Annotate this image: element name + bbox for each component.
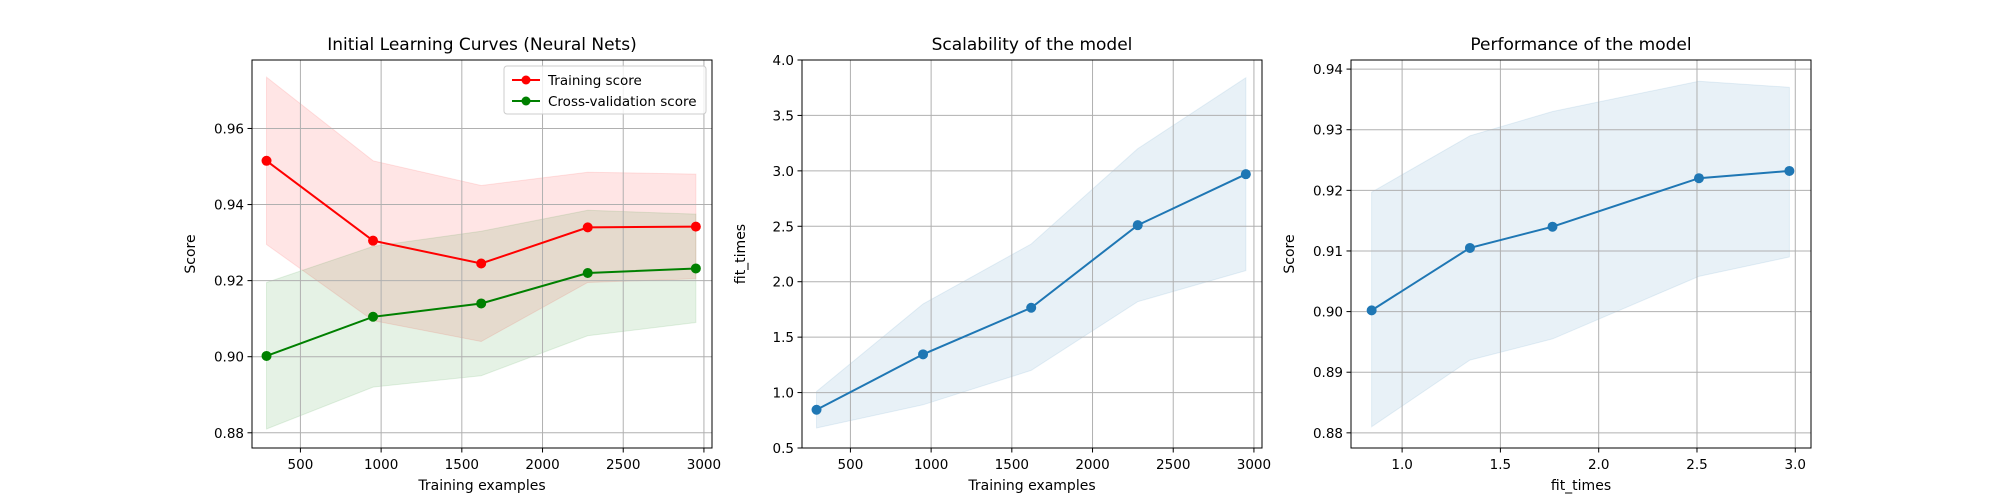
x-tick-label: 1500 (995, 457, 1029, 473)
x-tick-label: 3.0 (1785, 457, 1806, 473)
y-tick-label: 0.93 (1313, 123, 1343, 139)
y-tick-label: 0.88 (1313, 426, 1343, 442)
data-point (476, 258, 487, 269)
x-axis-label: Training examples (967, 478, 1095, 494)
data-point (690, 221, 701, 232)
y-tick-label: 0.89 (1313, 365, 1343, 381)
legend-marker-cross-validation (521, 96, 531, 106)
x-tick-label: 2000 (1075, 457, 1109, 473)
panel-scalability: 500 1000 1500 2000 2500 3000 0.5 1.0 1.5 2.0 2.5 3.… (733, 35, 1271, 494)
x-tick-label: 500 (288, 457, 314, 473)
x-tick-label: 1.5 (1490, 457, 1511, 473)
x-tick-label: 1000 (364, 457, 398, 473)
data-point (811, 404, 822, 415)
y-tick-label: 0.96 (214, 121, 244, 137)
panel-performance: 1.0 1.5 2.0 2.5 3.0 0.88 0.89 0.90 0.91 0.92 0.93 0… (1282, 35, 1812, 494)
x-tick-label: 2000 (525, 457, 559, 473)
confidence-band-0 (816, 76, 1247, 429)
y-axis-label: Score (1282, 234, 1298, 273)
y-tick-label: 2.5 (773, 219, 794, 235)
y-tick-label: 1.0 (773, 386, 794, 402)
data-point (1240, 169, 1251, 180)
data-point (918, 349, 929, 360)
axes-frame (1350, 59, 1812, 449)
legend-box (503, 65, 707, 115)
x-axis-label: fit_times (1551, 478, 1611, 494)
y-tick-label: 0.90 (214, 350, 244, 366)
y-tick-label: 0.92 (1313, 183, 1343, 199)
y-tick-label: 0.5 (773, 441, 794, 457)
panel-learning-curves: 500 1000 1500 2000 2500 3000 0.88 0.90 0.92 0.94 0… (183, 35, 721, 494)
y-tick-label: 0.90 (1313, 305, 1343, 321)
x-tick-label: 3000 (687, 457, 721, 473)
y-tick-label: 0.94 (1313, 62, 1343, 78)
y-tick-label: 1.5 (773, 330, 794, 346)
data-point (368, 235, 379, 246)
data-point (582, 222, 593, 233)
data-point (1784, 165, 1795, 176)
x-tick-label: 500 (838, 457, 864, 473)
data-point (1693, 173, 1704, 184)
legend-marker-training (521, 75, 531, 85)
legend: Training score Cross-validation score (503, 65, 707, 115)
x-tick-label: 3000 (1237, 457, 1271, 473)
x-tick-label: 1500 (445, 457, 479, 473)
data-point (582, 268, 593, 279)
y-axis-label: fit_times (733, 224, 749, 284)
chart-title: Initial Learning Curves (Neural Nets) (327, 35, 637, 55)
axes-frame (801, 59, 1263, 449)
y-tick-label: 4.0 (773, 53, 794, 69)
y-axis-label: Score (183, 234, 199, 273)
data-point (1026, 302, 1037, 313)
chart-title: Performance of the model (1470, 35, 1691, 55)
x-tick-label: 2.5 (1686, 457, 1707, 473)
confidence-band-1 (266, 209, 697, 430)
chart-title: Scalability of the model (932, 35, 1133, 55)
data-point (1547, 221, 1558, 232)
data-point (476, 298, 487, 309)
y-tick-label: 3.0 (773, 164, 794, 180)
x-tick-label: 2.0 (1588, 457, 1609, 473)
x-tick-label: 2500 (1156, 457, 1190, 473)
data-point (1132, 220, 1143, 231)
axes-frame (251, 59, 713, 449)
x-tick-label: 1000 (914, 457, 948, 473)
data-point (261, 155, 272, 166)
confidence-band-0 (1371, 80, 1790, 428)
y-tick-label: 0.91 (1313, 244, 1343, 260)
y-tick-label: 0.94 (214, 198, 244, 214)
legend-label-cross-validation: Cross-validation score (548, 94, 697, 110)
data-point (690, 263, 701, 274)
data-point (368, 311, 379, 322)
y-tick-label: 3.5 (773, 108, 794, 124)
y-tick-label: 0.92 (214, 274, 244, 290)
x-tick-label: 1.0 (1391, 457, 1412, 473)
y-tick-label: 2.0 (773, 275, 794, 291)
x-axis-label: Training examples (417, 478, 545, 494)
x-tick-label: 2500 (606, 457, 640, 473)
legend-label-training: Training score (547, 73, 642, 89)
data-point (261, 350, 272, 361)
y-tick-label: 0.88 (214, 426, 244, 442)
data-point (1464, 242, 1475, 253)
data-point (1366, 305, 1377, 316)
